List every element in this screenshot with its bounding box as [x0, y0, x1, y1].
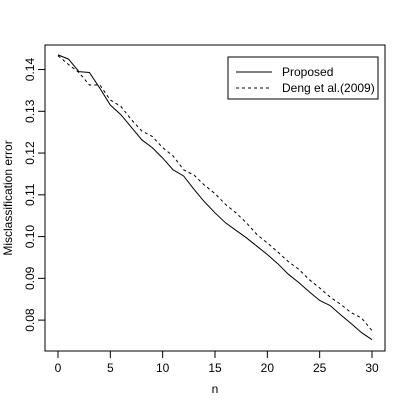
- x-tick-label: 10: [156, 361, 170, 375]
- legend-box: [227, 56, 379, 100]
- x-axis-title: n: [212, 382, 219, 396]
- series-line-proposed: [57, 54, 373, 341]
- legend-label-proposed: Proposed: [282, 65, 333, 79]
- y-tick-label: 0.10: [23, 225, 37, 249]
- y-tick-label: 0.11: [23, 183, 37, 206]
- y-tick-label: 0.12: [23, 141, 37, 165]
- series-line-deng: [57, 55, 373, 331]
- x-tick-label: 25: [313, 361, 327, 375]
- y-axis-title: Misclassification error: [1, 140, 15, 255]
- x-axis: 0 5 10 15 20 25 30: [55, 351, 379, 375]
- legend-label-deng: Deng et al.(2009): [282, 81, 375, 95]
- x-tick-label: 5: [107, 361, 114, 375]
- x-tick-label: 0: [55, 361, 62, 375]
- series-lines: [57, 54, 373, 341]
- y-axis: 0.08 0.09 0.10 0.11 0.12 0.13 0.14: [23, 58, 45, 332]
- y-tick-label: 0.14: [23, 58, 37, 82]
- y-tick-label: 0.08: [23, 308, 37, 332]
- x-tick-label: 15: [208, 361, 222, 375]
- y-tick-label: 0.09: [23, 266, 37, 290]
- legend: Proposed Deng et al.(2009): [227, 56, 379, 100]
- y-tick-label: 0.13: [23, 99, 37, 123]
- x-tick-label: 30: [365, 361, 379, 375]
- x-tick-label: 20: [261, 361, 275, 375]
